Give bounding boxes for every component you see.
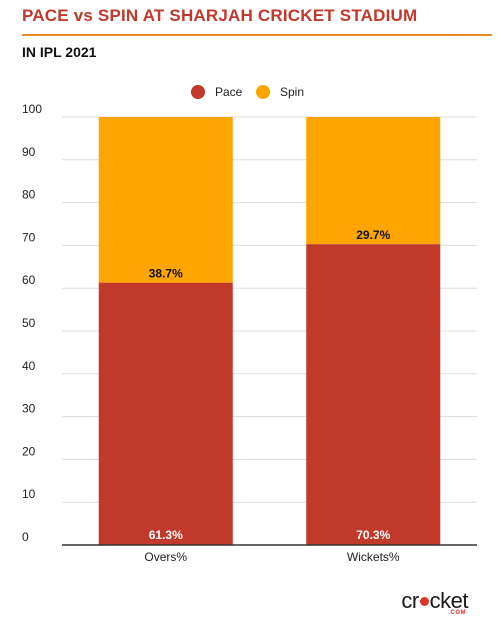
data-label-spin: 29.7% [356, 228, 390, 242]
y-tick-label: 70 [22, 230, 36, 244]
cricket-ball-icon [419, 597, 429, 607]
chart-subtitle: IN IPL 2021 [22, 44, 97, 60]
bar-spin-overs [98, 117, 233, 283]
y-tick-label: 30 [22, 402, 36, 416]
bar-pace-overs [98, 282, 233, 545]
bar-pace-wickets [306, 244, 441, 545]
y-tick-label: 40 [22, 359, 36, 373]
x-category-label: Overs% [144, 550, 187, 564]
y-tick-label: 80 [22, 188, 36, 202]
y-tick-label: 20 [22, 444, 36, 458]
cricket-com-logo: cr cket .COM [401, 588, 468, 616]
y-tick-label: 50 [22, 316, 36, 330]
y-tick-label: 60 [22, 273, 36, 287]
data-label-spin: 38.7% [149, 267, 183, 281]
x-category-label: Wickets% [347, 550, 400, 564]
y-tick-label: 90 [22, 145, 36, 159]
legend-marker-spin [256, 85, 270, 99]
legend-label-spin: Spin [280, 85, 304, 99]
y-tick-label: 10 [22, 487, 36, 501]
y-tick-label: 0 [22, 530, 29, 544]
data-label-pace: 70.3% [356, 528, 390, 542]
y-tick-label: 100 [22, 102, 42, 116]
chart-title: PACE vs SPIN AT SHARJAH CRICKET STADIUM [22, 6, 418, 25]
title-divider [22, 34, 492, 36]
bar-spin-wickets [306, 117, 441, 245]
data-label-pace: 61.3% [149, 528, 183, 542]
legend-label-pace: Pace [215, 85, 243, 99]
legend-marker-pace [191, 85, 205, 99]
